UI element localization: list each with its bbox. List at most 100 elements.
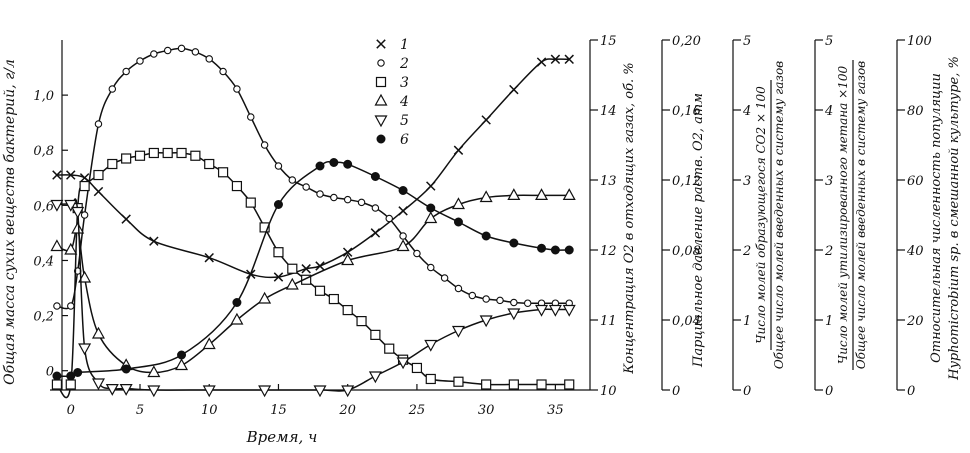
series-1-point bbox=[342, 247, 353, 257]
series-6-point bbox=[232, 298, 242, 307]
series-4-point bbox=[78, 270, 92, 283]
series-2-point bbox=[191, 48, 200, 56]
series-2-point bbox=[150, 50, 158, 58]
series-2 bbox=[53, 44, 573, 310]
series-5-point bbox=[368, 371, 382, 384]
legend-marker-2 bbox=[377, 59, 385, 67]
axis-6-label-bottom: Hyphomicrobium sp. в смешанной культуре,… bbox=[947, 56, 962, 381]
legend-marker-5 bbox=[374, 115, 388, 128]
series-3-point bbox=[134, 150, 146, 161]
y-tick-label: 0,6 bbox=[33, 199, 54, 214]
series-1 bbox=[52, 54, 574, 282]
series-3-point bbox=[148, 147, 159, 159]
series-3-point bbox=[273, 247, 284, 258]
axis-4-label-bottom: Общее число молей введенных в систему га… bbox=[772, 61, 786, 369]
series-2-point bbox=[233, 85, 241, 93]
x-tick-label: 10 bbox=[201, 403, 218, 418]
series-1-point bbox=[121, 214, 131, 224]
legend-label: 3 bbox=[400, 75, 409, 91]
series-3-point bbox=[217, 167, 229, 178]
series-4-point bbox=[507, 188, 521, 200]
axis-2-label: Концентрация O2 в отходящих газах, об. % bbox=[622, 62, 637, 374]
series-2-point bbox=[440, 274, 449, 282]
series-5-point bbox=[64, 199, 78, 212]
series-4-point bbox=[50, 239, 64, 252]
axes-layer: 0 5 10 15 20 25 30 3500,20,40,60,81,01011121314… bbox=[33, 34, 932, 418]
series-3-point bbox=[342, 304, 353, 316]
series-2-point bbox=[53, 302, 61, 310]
axis-4-label-top: Число молей образующегося CO2 × 100 bbox=[754, 86, 768, 344]
legend-label: 1 bbox=[400, 37, 409, 53]
series-5-point bbox=[535, 304, 549, 317]
y-tick-label: 20 bbox=[906, 314, 924, 329]
series-4-point bbox=[91, 326, 105, 339]
y-tick-label: 13 bbox=[600, 174, 617, 189]
y-tick-label: 4 bbox=[742, 104, 751, 119]
series-1-point bbox=[315, 261, 325, 271]
series-2-point bbox=[399, 232, 407, 240]
y-tick-label: 3 bbox=[743, 174, 751, 189]
series-6 bbox=[52, 158, 574, 381]
axis-3-label: Парциальное давление раств. O2, атм bbox=[691, 93, 706, 368]
series-2-point bbox=[385, 214, 393, 223]
series-6-point bbox=[370, 172, 380, 181]
series-2-point bbox=[260, 141, 269, 149]
series-3-point bbox=[65, 379, 76, 390]
series-2-point bbox=[80, 211, 89, 219]
y-tick-label: 1 bbox=[825, 314, 833, 329]
series-6-point bbox=[537, 243, 547, 253]
y-tick-label: 0,12 bbox=[672, 174, 701, 189]
series-5-point bbox=[341, 385, 355, 398]
series-2-point bbox=[67, 302, 75, 310]
y-tick-label: 4 bbox=[824, 104, 833, 119]
series-3-point bbox=[481, 379, 492, 390]
series-2-point bbox=[177, 44, 186, 53]
y-tick-label: 0 bbox=[825, 384, 833, 399]
series-2-point bbox=[357, 198, 366, 207]
series-4-line bbox=[56, 194, 570, 374]
y-tick-label: 0 bbox=[672, 384, 680, 399]
series-5-point bbox=[119, 384, 133, 396]
series-6-point bbox=[121, 364, 131, 374]
series-5-point bbox=[91, 378, 105, 391]
y-tick-label: 5 bbox=[743, 34, 751, 49]
series-2-point bbox=[510, 298, 518, 307]
series-2-point bbox=[247, 113, 255, 121]
axis-5-label-bottom: Общее число молей введенных в систему га… bbox=[854, 61, 868, 369]
series-1-line bbox=[56, 58, 570, 279]
series-5-point bbox=[451, 325, 465, 338]
series-3-point bbox=[93, 169, 104, 181]
series-2-point bbox=[274, 162, 283, 170]
series-5-point bbox=[548, 304, 562, 317]
series-5-point bbox=[562, 304, 576, 317]
y-tick-label: 14 bbox=[600, 104, 617, 119]
series-6-point bbox=[426, 203, 436, 213]
series-1-point bbox=[481, 115, 491, 125]
series-2-point bbox=[122, 67, 130, 76]
series-3-point bbox=[121, 153, 132, 164]
y-tick-label: 2 bbox=[824, 244, 833, 259]
series-4-point bbox=[202, 337, 216, 350]
series-6-point bbox=[73, 368, 83, 377]
series-1-point bbox=[301, 264, 311, 274]
y-tick-label: 12 bbox=[600, 244, 617, 259]
series-1-point bbox=[66, 170, 76, 180]
legend-label: 6 bbox=[400, 132, 409, 148]
series-4-point bbox=[175, 358, 189, 371]
series-5 bbox=[50, 198, 576, 398]
series-1-point bbox=[273, 272, 284, 282]
series-1-point bbox=[426, 181, 436, 191]
y-tick-label: 3 bbox=[825, 174, 833, 189]
legend-marker-6 bbox=[376, 134, 386, 144]
series-4-point bbox=[535, 188, 549, 200]
series-5-point bbox=[105, 384, 119, 396]
series-6-point bbox=[343, 159, 353, 169]
series-4-point bbox=[562, 188, 576, 200]
series-2-point bbox=[205, 55, 213, 63]
series-6-line bbox=[56, 160, 570, 378]
series-3-point bbox=[204, 158, 215, 170]
series-5-point bbox=[479, 315, 493, 328]
series-1-point bbox=[204, 252, 214, 263]
series-6-point bbox=[177, 350, 187, 360]
